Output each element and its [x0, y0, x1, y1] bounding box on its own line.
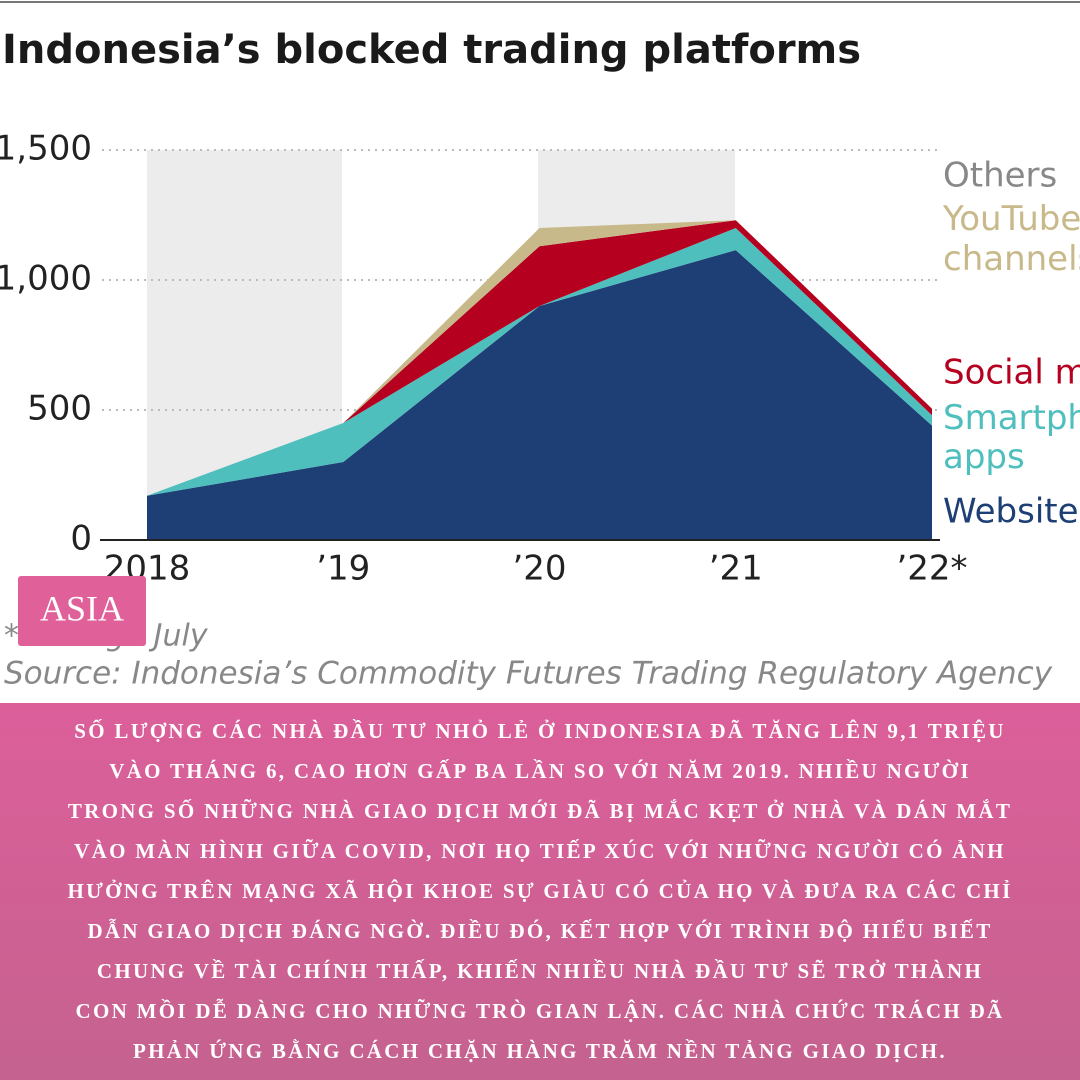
caption-box	[0, 703, 1080, 1080]
y-tick-label: 1,000	[0, 259, 92, 299]
x-tick-label: ’22*	[896, 549, 967, 589]
legend-label: Others	[943, 156, 1057, 196]
caption-line: TRONG SỐ NHỮNG NHÀ GIAO DỊCH MỚI ĐÃ BỊ M…	[68, 799, 1012, 823]
caption-line: PHẢN ỨNG BẰNG CÁCH CHẶN HÀNG TRĂM NỀN TẢ…	[133, 1039, 947, 1063]
y-tick-label: 0	[70, 519, 92, 559]
caption-line: CHUNG VỀ TÀI CHÍNH THẤP, KHIẾN NHIỀU NHÀ…	[97, 959, 983, 983]
caption: SỐ LƯỢNG CÁC NHÀ ĐẦU TƯ NHỎ LẺ Ở INDONES…	[67, 719, 1012, 1063]
caption-line: VÀO MÀN HÌNH GIỮA COVID, NƠI HỌ TIẾP XÚC…	[74, 839, 1006, 863]
legend-label: Smartphoneapps	[943, 398, 1080, 477]
chart-title: Indonesia’s blocked trading platforms	[2, 27, 861, 73]
caption-line: SỐ LƯỢNG CÁC NHÀ ĐẦU TƯ NHỎ LẺ Ở INDONES…	[74, 719, 1006, 743]
x-tick-label: ’20	[512, 549, 566, 589]
x-tick-label: ’19	[316, 549, 370, 589]
plot: 05001,0001,5002018’19’20’21’22*WebsitesS…	[0, 129, 1080, 589]
caption-line: HƯỞNG TRÊN MẠNG XÃ HỘI KHOE SỰ GIÀU CÓ C…	[67, 879, 1012, 903]
legend-label: YouTubechannels	[942, 199, 1080, 279]
y-tick-label: 1,500	[0, 129, 92, 169]
x-tick-label: ’21	[709, 549, 763, 589]
area	[147, 250, 932, 540]
area	[147, 220, 932, 496]
caption-line: DẪN GIAO DỊCH ĐÁNG NGỜ. ĐIỀU ĐÓ, KẾT HỢP…	[87, 918, 992, 943]
badge: ASIA	[40, 588, 124, 628]
y-tick-label: 500	[27, 389, 92, 429]
legend-label: Websites	[943, 492, 1080, 532]
legend-label: Social media	[943, 353, 1080, 393]
badge-box	[18, 576, 146, 646]
caption-line: VÀO THÁNG 6, CAO HƠN GẤP BA LẦN SO VỚI N…	[109, 759, 971, 783]
area	[147, 228, 932, 496]
source: Source: Indonesia’s Commodity Futures Tr…	[4, 656, 1053, 692]
caption-line: CON MỒI DỄ DÀNG CHO NHỮNG TRÒ GIAN LẬN. …	[76, 998, 1005, 1023]
